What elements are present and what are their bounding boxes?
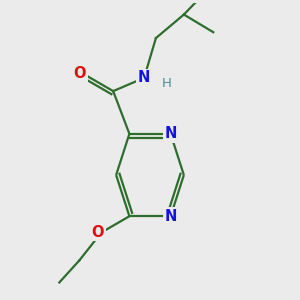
Text: O: O (74, 66, 86, 81)
Text: N: N (164, 209, 177, 224)
Text: N: N (164, 126, 177, 141)
Text: H: H (161, 77, 171, 90)
Text: N: N (138, 70, 150, 86)
Text: O: O (92, 225, 104, 240)
